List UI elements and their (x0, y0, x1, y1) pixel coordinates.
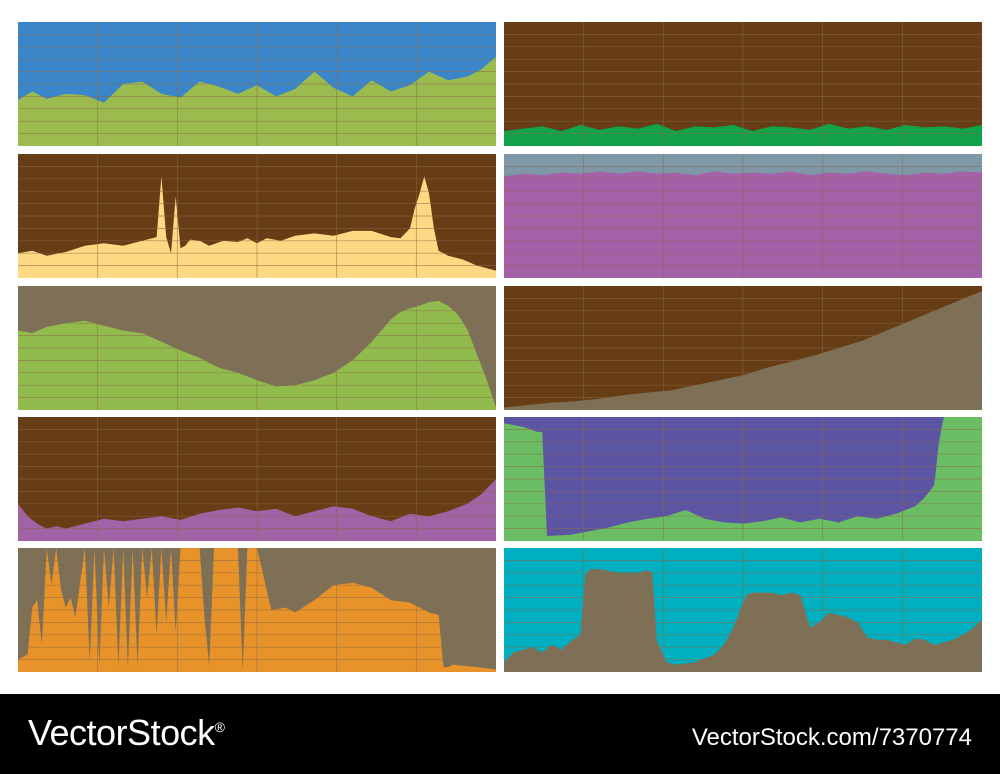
chart-grid (504, 417, 982, 541)
brand-name: VectorStock (28, 712, 215, 753)
watermark-brand: VectorStock® (28, 712, 225, 754)
chart-panel-10 (504, 548, 982, 672)
chart-grid (504, 22, 982, 146)
area-chart-3 (18, 154, 496, 278)
chart-grid (504, 286, 982, 410)
chart-grid (18, 417, 496, 541)
area-chart-7 (18, 417, 496, 541)
chart-panel-2 (504, 22, 982, 146)
chart-grid (504, 548, 982, 672)
area-chart-9 (18, 548, 496, 672)
chart-grid (504, 154, 982, 278)
area-series (504, 291, 982, 410)
chart-panel-5 (18, 286, 496, 410)
chart-grid (18, 22, 496, 146)
chart-collection (18, 22, 982, 672)
chart-panel-6 (504, 286, 982, 410)
area-chart-4 (504, 154, 982, 278)
area-series (18, 479, 496, 541)
area-chart-1 (18, 22, 496, 146)
chart-grid (18, 154, 496, 278)
brand-mark: ® (214, 719, 225, 735)
stock-id: VectorStock.com/7370774 (691, 724, 972, 751)
chart-panel-7 (18, 417, 496, 541)
chart-grid (18, 286, 496, 410)
chart-grid (18, 548, 496, 672)
area-chart-6 (504, 286, 982, 410)
chart-panel-4 (504, 154, 982, 278)
chart-panel-9 (18, 548, 496, 672)
area-chart-10 (504, 548, 982, 672)
area-chart-8 (504, 417, 982, 541)
area-series (18, 176, 496, 278)
area-chart-5 (18, 286, 496, 410)
area-series (18, 300, 496, 410)
watermark-footer (0, 694, 1000, 774)
chart-panel-8 (504, 417, 982, 541)
chart-panel-3 (18, 154, 496, 278)
chart-panel-1 (18, 22, 496, 146)
area-chart-2 (504, 22, 982, 146)
